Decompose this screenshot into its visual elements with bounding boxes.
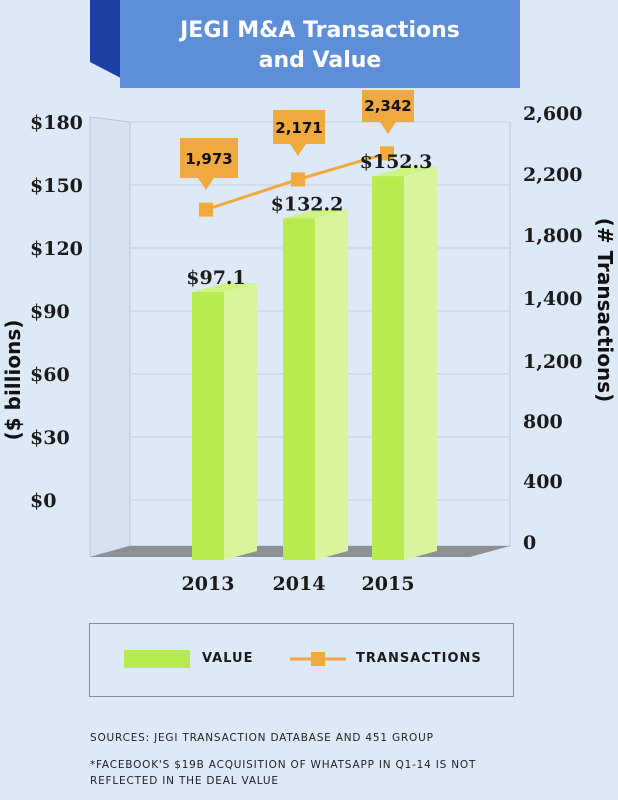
callout-box (180, 138, 238, 178)
bar-top (283, 209, 348, 219)
y-tick-label: $120 (30, 238, 83, 260)
chart-title-line-1: JEGI M&A Transactions (180, 18, 460, 43)
bar-data-label: $97.1 (186, 267, 246, 289)
bar-side (315, 209, 348, 560)
y-tick-label: $30 (30, 427, 70, 449)
legend-transactions-label: TRANSACTIONS (356, 651, 482, 666)
transactions-point (199, 202, 213, 217)
footnote-line-2: REFLECTED IN THE DEAL VALUE (90, 775, 279, 787)
legend-value-label: VALUE (202, 651, 254, 666)
chart-plot: 1,973 2,171 2,342 $180 $150 $120 $90 $60 $30 $0 2… (1, 90, 617, 595)
bar (283, 218, 315, 560)
sources-note: SOURCES: JEGI TRANSACTION DATABASE AND 4… (90, 732, 434, 744)
title-banner (90, 0, 520, 88)
bar-top (372, 167, 437, 177)
y-tick-label: $90 (30, 301, 70, 323)
legend-value-swatch (124, 650, 190, 668)
bar-side (224, 283, 257, 560)
footnote-line-1: *FACEBOOK'S $19B ACQUISITION OF WHATSAPP… (90, 759, 477, 771)
x-tick-label: 2014 (273, 573, 326, 595)
transaction-callouts: 1,973 2,171 2,342 (180, 90, 414, 190)
legend-transactions-swatch (290, 652, 346, 666)
transactions-data-label: 1,973 (185, 150, 232, 168)
y2-tick-label: 2,600 (523, 103, 583, 125)
callout-pointer (380, 122, 396, 134)
transactions-data-label: 2,342 (364, 97, 411, 115)
bars (192, 167, 437, 561)
callout-pointer (198, 178, 214, 190)
chart-title-line-2: and Value (258, 48, 382, 73)
y2-tick-label: 1,200 (523, 351, 583, 373)
callout-box (362, 90, 414, 122)
text-labels: $180 $150 $120 $90 $60 $30 $0 2,600 2,200 1,800 1,… (1, 103, 617, 595)
y2-tick-label: 400 (523, 471, 563, 493)
bar-data-label: $132.2 (271, 193, 344, 215)
y2-tick-label: 0 (523, 532, 536, 554)
y-tick-label: $60 (30, 364, 70, 386)
transactions-point (380, 146, 394, 161)
callout-box (273, 110, 325, 144)
bar-side (404, 167, 437, 561)
transactions-point (291, 172, 305, 187)
y2-axis-title: (# Transactions) (593, 218, 617, 403)
y2-tick-label: 2,200 (523, 164, 583, 186)
bar (372, 176, 404, 561)
y2-tick-label: 1,400 (523, 288, 583, 310)
callout-pointer (290, 144, 306, 156)
x-tick-label: 2013 (182, 573, 235, 595)
transactions-data-label: 2,171 (275, 119, 322, 137)
y-axis-title: ($ billions) (1, 320, 25, 441)
transactions-line (199, 146, 394, 217)
bar-top (192, 283, 257, 293)
bar (192, 292, 224, 560)
y-tick-label: $0 (30, 490, 56, 512)
y-tick-label: $150 (30, 175, 83, 197)
y2-tick-label: 800 (523, 411, 563, 433)
legend: VALUE TRANSACTIONS (89, 623, 514, 697)
y2-tick-label: 1,800 (523, 225, 583, 247)
y-tick-label: $180 (30, 112, 83, 134)
bar-data-label: $152.3 (360, 151, 433, 173)
x-tick-label: 2015 (362, 573, 415, 595)
banner-background (120, 0, 520, 88)
